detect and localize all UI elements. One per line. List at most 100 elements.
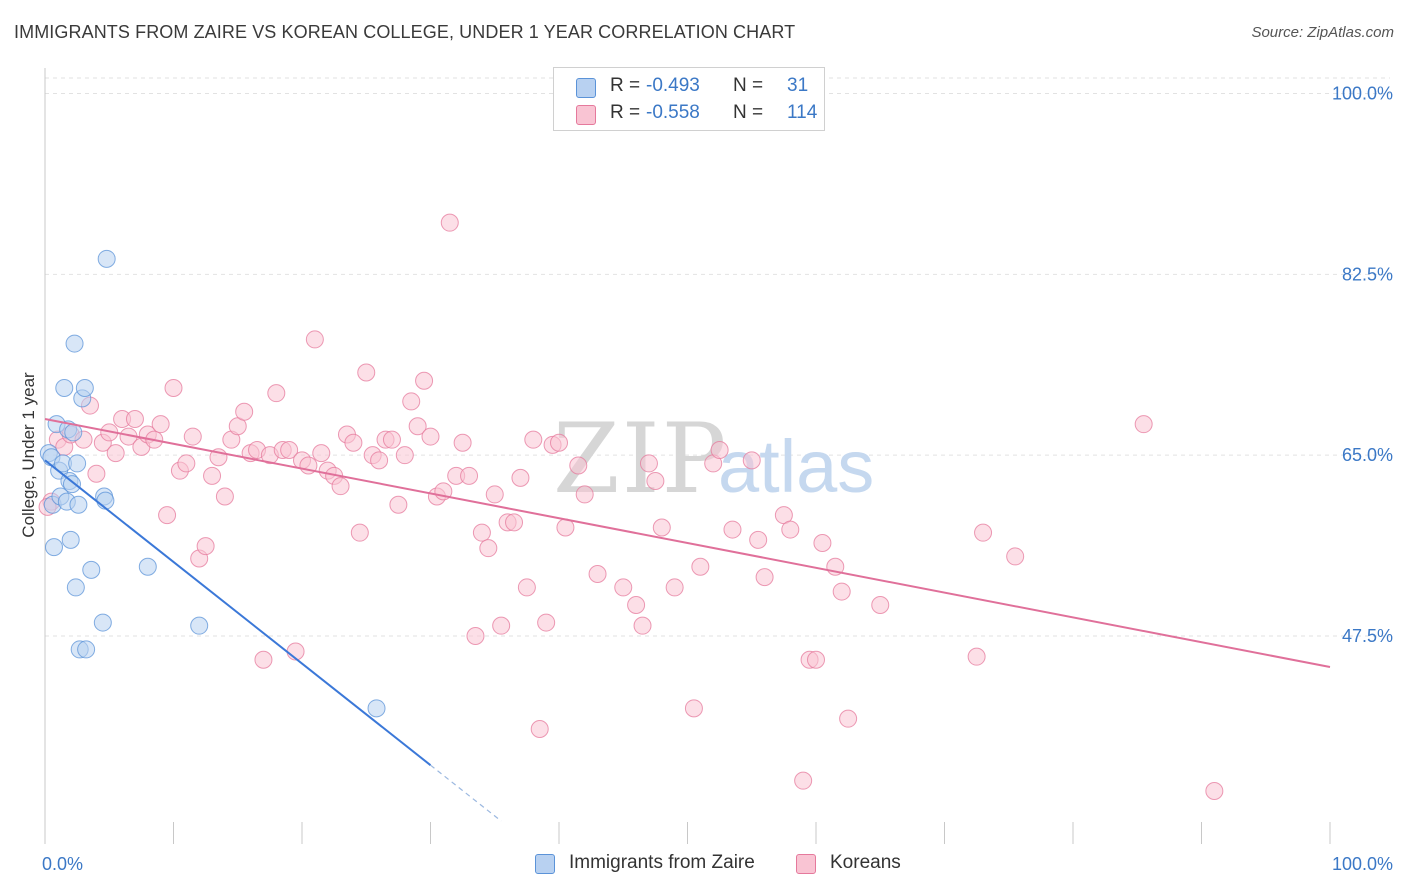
zaire-point-30 (367, 699, 386, 718)
korean-point-90 (684, 699, 703, 718)
korean-point-41 (312, 444, 331, 463)
legend-swatch-koreans (576, 105, 596, 125)
zaire-point-17 (68, 454, 87, 473)
korean-point-95 (742, 451, 761, 470)
legend-r-label: R = (610, 75, 641, 96)
korean-point-67 (479, 539, 498, 558)
korean-point-107 (871, 596, 890, 614)
korean-point-96 (749, 530, 768, 549)
korean-point-48 (357, 363, 376, 382)
x-tick-label-1: 100.0% (1332, 854, 1393, 874)
korean-point-63 (453, 433, 472, 452)
korean-point-53 (389, 495, 408, 514)
series-koreans (38, 213, 1224, 800)
trendline-zaire-extension (430, 764, 502, 822)
korean-point-71 (505, 513, 524, 532)
zaire-point-15 (65, 334, 84, 353)
korean-point-29 (235, 402, 254, 421)
korean-point-82 (588, 565, 607, 583)
zaire-point-3 (44, 538, 63, 557)
bottom-legend-swatch-koreans (796, 854, 816, 874)
korean-point-36 (280, 441, 299, 459)
korean-point-93 (710, 441, 729, 459)
korean-point-9 (106, 444, 125, 463)
zaire-point-27 (97, 249, 116, 268)
korean-point-89 (665, 578, 684, 597)
source-credit: Source: ZipAtlas.com (1251, 24, 1394, 41)
zaire-point-13 (62, 475, 81, 494)
korean-point-112 (1205, 782, 1224, 800)
korean-point-46 (344, 433, 363, 452)
korean-point-61 (440, 213, 459, 232)
zaire-point-26 (96, 491, 115, 510)
y-tick-label-2: 82.5% (1342, 264, 1393, 284)
korean-point-81 (575, 485, 594, 504)
korean-point-26 (215, 487, 234, 506)
trendlines (44, 418, 1331, 822)
korean-point-40 (305, 330, 324, 349)
korean-point-76 (537, 613, 556, 632)
y-tick-label-3: 100.0% (1332, 84, 1393, 104)
korean-point-73 (517, 578, 536, 597)
zaire-point-24 (93, 613, 112, 632)
korean-point-83 (614, 578, 633, 597)
korean-point-58 (421, 427, 440, 446)
korean-point-72 (511, 468, 530, 487)
legend-n-value: 114 (787, 102, 818, 123)
korean-point-64 (460, 466, 479, 485)
korean-point-6 (87, 464, 106, 483)
zaire-point-18 (69, 495, 88, 514)
korean-point-55 (402, 392, 421, 411)
zaire-point-22 (77, 640, 96, 659)
korean-point-84 (627, 596, 646, 614)
correlation-legend: R = -0.493 N = 31 R = -0.558 N = 114 (553, 67, 825, 131)
zaire-point-12 (61, 530, 80, 549)
legend-r-label: R = (610, 102, 641, 123)
korean-point-24 (203, 466, 222, 485)
legend-r-value: -0.493 (646, 75, 700, 96)
zaire-point-23 (82, 560, 101, 579)
chart-title: IMMIGRANTS FROM ZAIRE VS KOREAN COLLEGE,… (14, 22, 796, 42)
zaire-point-28 (138, 557, 157, 576)
korean-point-74 (524, 430, 543, 449)
korean-point-103 (813, 534, 832, 552)
korean-point-44 (331, 477, 350, 496)
x-tick-label-0: 0.0% (42, 854, 83, 874)
korean-point-47 (350, 523, 369, 542)
watermark: ZIP atlas (553, 403, 874, 515)
korean-point-88 (652, 518, 671, 537)
korean-point-87 (646, 472, 665, 490)
korean-point-12 (125, 410, 144, 428)
korean-point-21 (183, 427, 202, 446)
y-tick-label-1: 65.0% (1342, 445, 1393, 465)
korean-point-108 (967, 647, 986, 666)
bottom-legend-label-zaire: Immigrants from Zaire (569, 852, 755, 873)
legend-swatch-zaire (576, 78, 596, 98)
korean-point-97 (755, 568, 774, 587)
grid-lines (45, 77, 1390, 637)
korean-point-50 (370, 451, 389, 470)
korean-point-16 (151, 415, 170, 434)
legend-n-label: N = (733, 102, 764, 123)
zaire-point-8 (55, 379, 74, 397)
trendline-koreans (44, 418, 1331, 668)
legend-n-label: N = (733, 75, 764, 96)
korean-point-65 (466, 627, 485, 645)
zaire-point-21 (75, 379, 94, 397)
trendline-zaire (44, 459, 432, 766)
korean-point-91 (691, 557, 710, 576)
korean-point-18 (164, 379, 183, 397)
bottom-legend-swatch-zaire (535, 854, 555, 874)
korean-point-94 (723, 520, 742, 539)
korean-point-34 (267, 384, 286, 403)
tick-labels: 47.5% 65.0% 82.5% 100.0% 0.0% 100.0% (42, 84, 1393, 875)
korean-point-78 (550, 433, 568, 452)
korean-point-68 (485, 485, 504, 504)
korean-point-17 (158, 506, 177, 525)
korean-point-20 (177, 454, 196, 473)
korean-point-86 (639, 454, 658, 473)
korean-point-111 (1134, 415, 1153, 434)
korean-point-52 (382, 430, 401, 449)
korean-point-102 (807, 650, 825, 669)
